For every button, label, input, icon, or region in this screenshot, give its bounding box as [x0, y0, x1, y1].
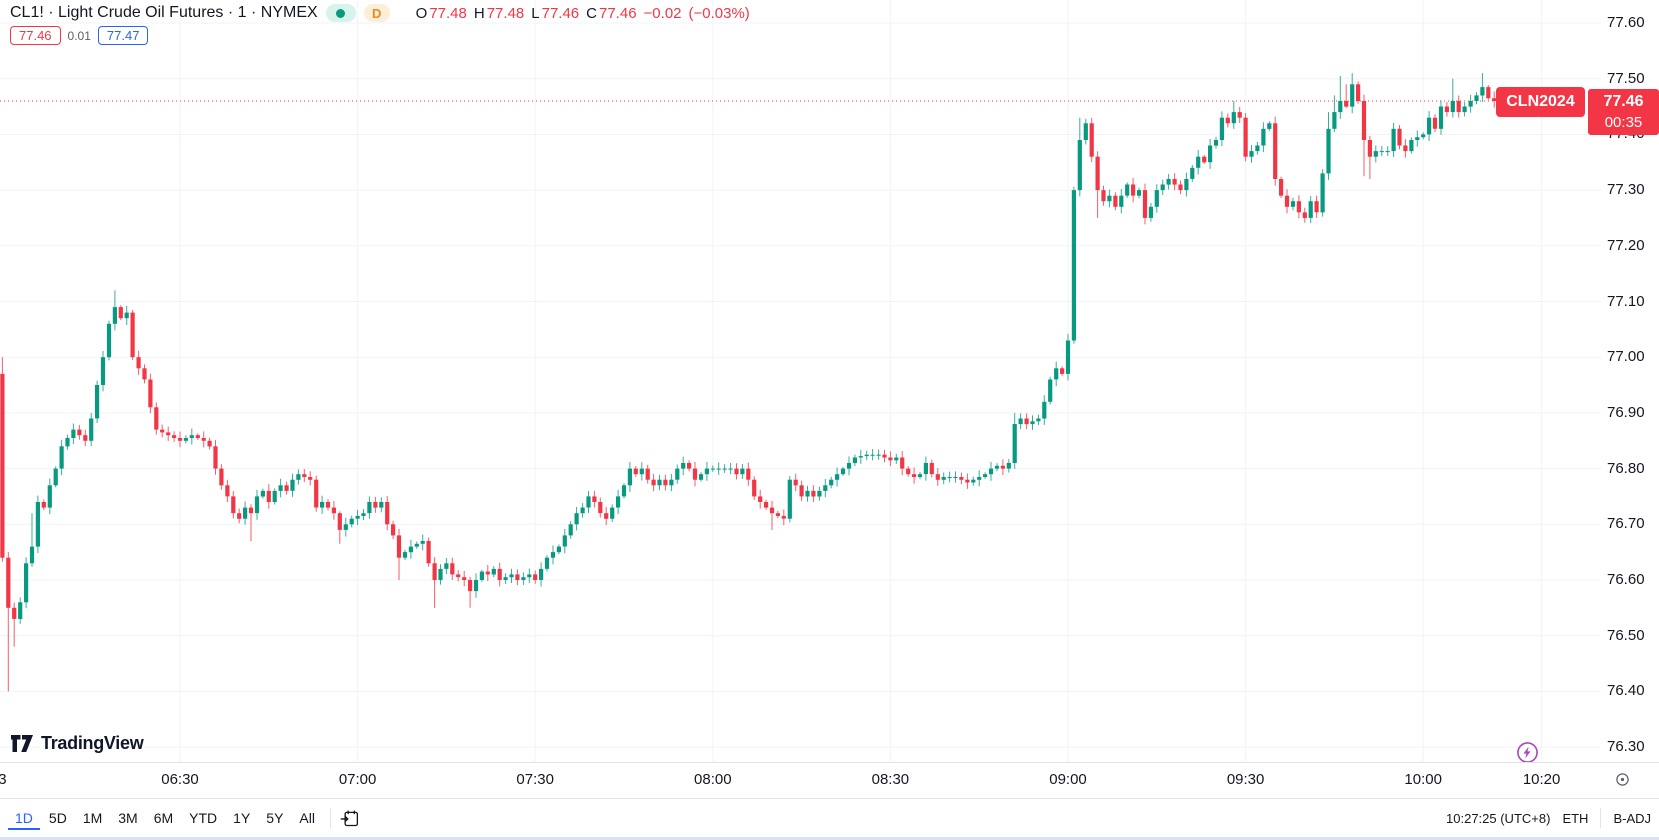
price-axis-label: 76.70: [1607, 515, 1645, 533]
session-type[interactable]: ETH: [1562, 810, 1589, 826]
range-3m-button[interactable]: 3M: [111, 806, 144, 830]
high-value: 77.48: [486, 4, 525, 22]
time-axis-label: 10:20: [1522, 771, 1561, 788]
time-axis-label: 09:00: [1049, 771, 1087, 788]
range-5y-button[interactable]: 5Y: [259, 806, 290, 830]
toolbar-divider: [1600, 808, 1602, 828]
price-axis-label: 76.60: [1607, 571, 1645, 588]
high-label: H: [473, 4, 485, 22]
boost-lightning-icon[interactable]: [1516, 741, 1539, 762]
price-axis-label: 77.20: [1607, 236, 1645, 254]
price-axis-label: 77.60: [1607, 14, 1645, 31]
grid-lines: [0, 0, 1601, 762]
range-1y-button[interactable]: 1Y: [226, 806, 257, 830]
go-to-date-icon[interactable]: [339, 808, 360, 829]
ohlc-readout: O 77.48 H 77.48 L 77.46 C 77.46 −0.02 (−0.03…: [416, 5, 750, 22]
contract-label-chip: CLN2024: [1496, 87, 1585, 117]
price-axis-label: 77.30: [1607, 181, 1645, 199]
scale-settings-icon[interactable]: [1615, 772, 1630, 787]
range-ytd-button[interactable]: YTD: [182, 806, 224, 830]
time-scale[interactable]: 3 06:30 07:00 07:30 08:00 08:30 09:00 09:30 10:0…: [0, 762, 1659, 799]
bid-ask-row: 77.46 0.01 77.47: [10, 26, 149, 45]
market-open-dot-icon[interactable]: [325, 4, 356, 22]
spread-value: 0.01: [67, 28, 91, 43]
range-1m-button[interactable]: 1M: [76, 806, 109, 830]
symbol-header: CL1! · Light Crude Oil Futures · 1 · NYM…: [10, 4, 750, 22]
window-bottom-edge: [0, 836, 1659, 840]
price-axis-label: 77.10: [1607, 292, 1645, 310]
buy-price-button[interactable]: 77.47: [97, 26, 149, 45]
low-label: L: [531, 4, 540, 22]
price-axis-label: 76.50: [1607, 626, 1645, 644]
change-value: −0.02: [643, 4, 682, 22]
last-price-badge: 77.46 00:35: [1588, 89, 1659, 135]
toolbar-divider: [329, 808, 331, 828]
bar-countdown: 00:35: [1604, 114, 1643, 131]
low-value: 77.46: [541, 4, 580, 22]
last-price-value: 77.46: [1603, 93, 1644, 110]
candlestick-chart: [0, 0, 1601, 762]
open-label: O: [415, 4, 428, 22]
toolbar-status-right: 10:27:25 (UTC+8) ETH B-ADJ: [1446, 799, 1651, 837]
time-axis-label: 07:00: [338, 771, 377, 788]
time-axis-label: 08:00: [694, 771, 732, 788]
close-value: 77.46: [599, 4, 637, 22]
time-axis-label: 3: [0, 771, 7, 788]
chart-canvas[interactable]: TradingView: [0, 0, 1659, 762]
tradingview-watermark[interactable]: TradingView: [10, 733, 144, 754]
symbol-title[interactable]: CL1! · Light Crude Oil Futures · 1 · NYM…: [10, 4, 318, 21]
date-range-switcher: 1D 5D 1M 3M 6M YTD 1Y 5Y All: [8, 806, 322, 830]
price-axis-label: 77.50: [1607, 69, 1645, 87]
price-axis-label: 76.30: [1607, 738, 1645, 756]
time-axis-label: 06:30: [161, 771, 199, 788]
time-axis-label: 07:30: [516, 771, 554, 788]
candles-series: [0, 73, 1497, 692]
range-5d-button[interactable]: 5D: [42, 806, 74, 830]
price-axis-label: 76.40: [1607, 682, 1645, 700]
close-label: C: [586, 4, 597, 22]
range-1d-button[interactable]: 1D: [8, 806, 40, 830]
open-value: 77.48: [429, 4, 467, 22]
price-axis-label: 76.80: [1607, 459, 1645, 477]
time-axis-label: 09:30: [1226, 771, 1265, 788]
bottom-toolbar: 1D 5D 1M 3M 6M YTD 1Y 5Y All 10:27:25 (U…: [0, 798, 1659, 837]
time-axis-label: 10:00: [1404, 771, 1442, 788]
price-axis-label: 77.00: [1607, 348, 1645, 366]
tradingview-logo-icon: [11, 735, 33, 752]
range-all-button[interactable]: All: [292, 806, 322, 830]
price-axis-label: 76.90: [1607, 403, 1645, 421]
clock[interactable]: 10:27:25 (UTC+8): [1446, 810, 1551, 826]
adjustment-mode[interactable]: B-ADJ: [1613, 810, 1651, 826]
interval-d-badge[interactable]: D: [363, 4, 390, 22]
range-6m-button[interactable]: 6M: [147, 806, 180, 830]
change-percent: (−0.03%): [688, 4, 750, 22]
watermark-label: TradingView: [41, 733, 144, 753]
sell-price-button[interactable]: 77.46: [10, 26, 61, 45]
time-axis-label: 08:30: [871, 771, 910, 788]
